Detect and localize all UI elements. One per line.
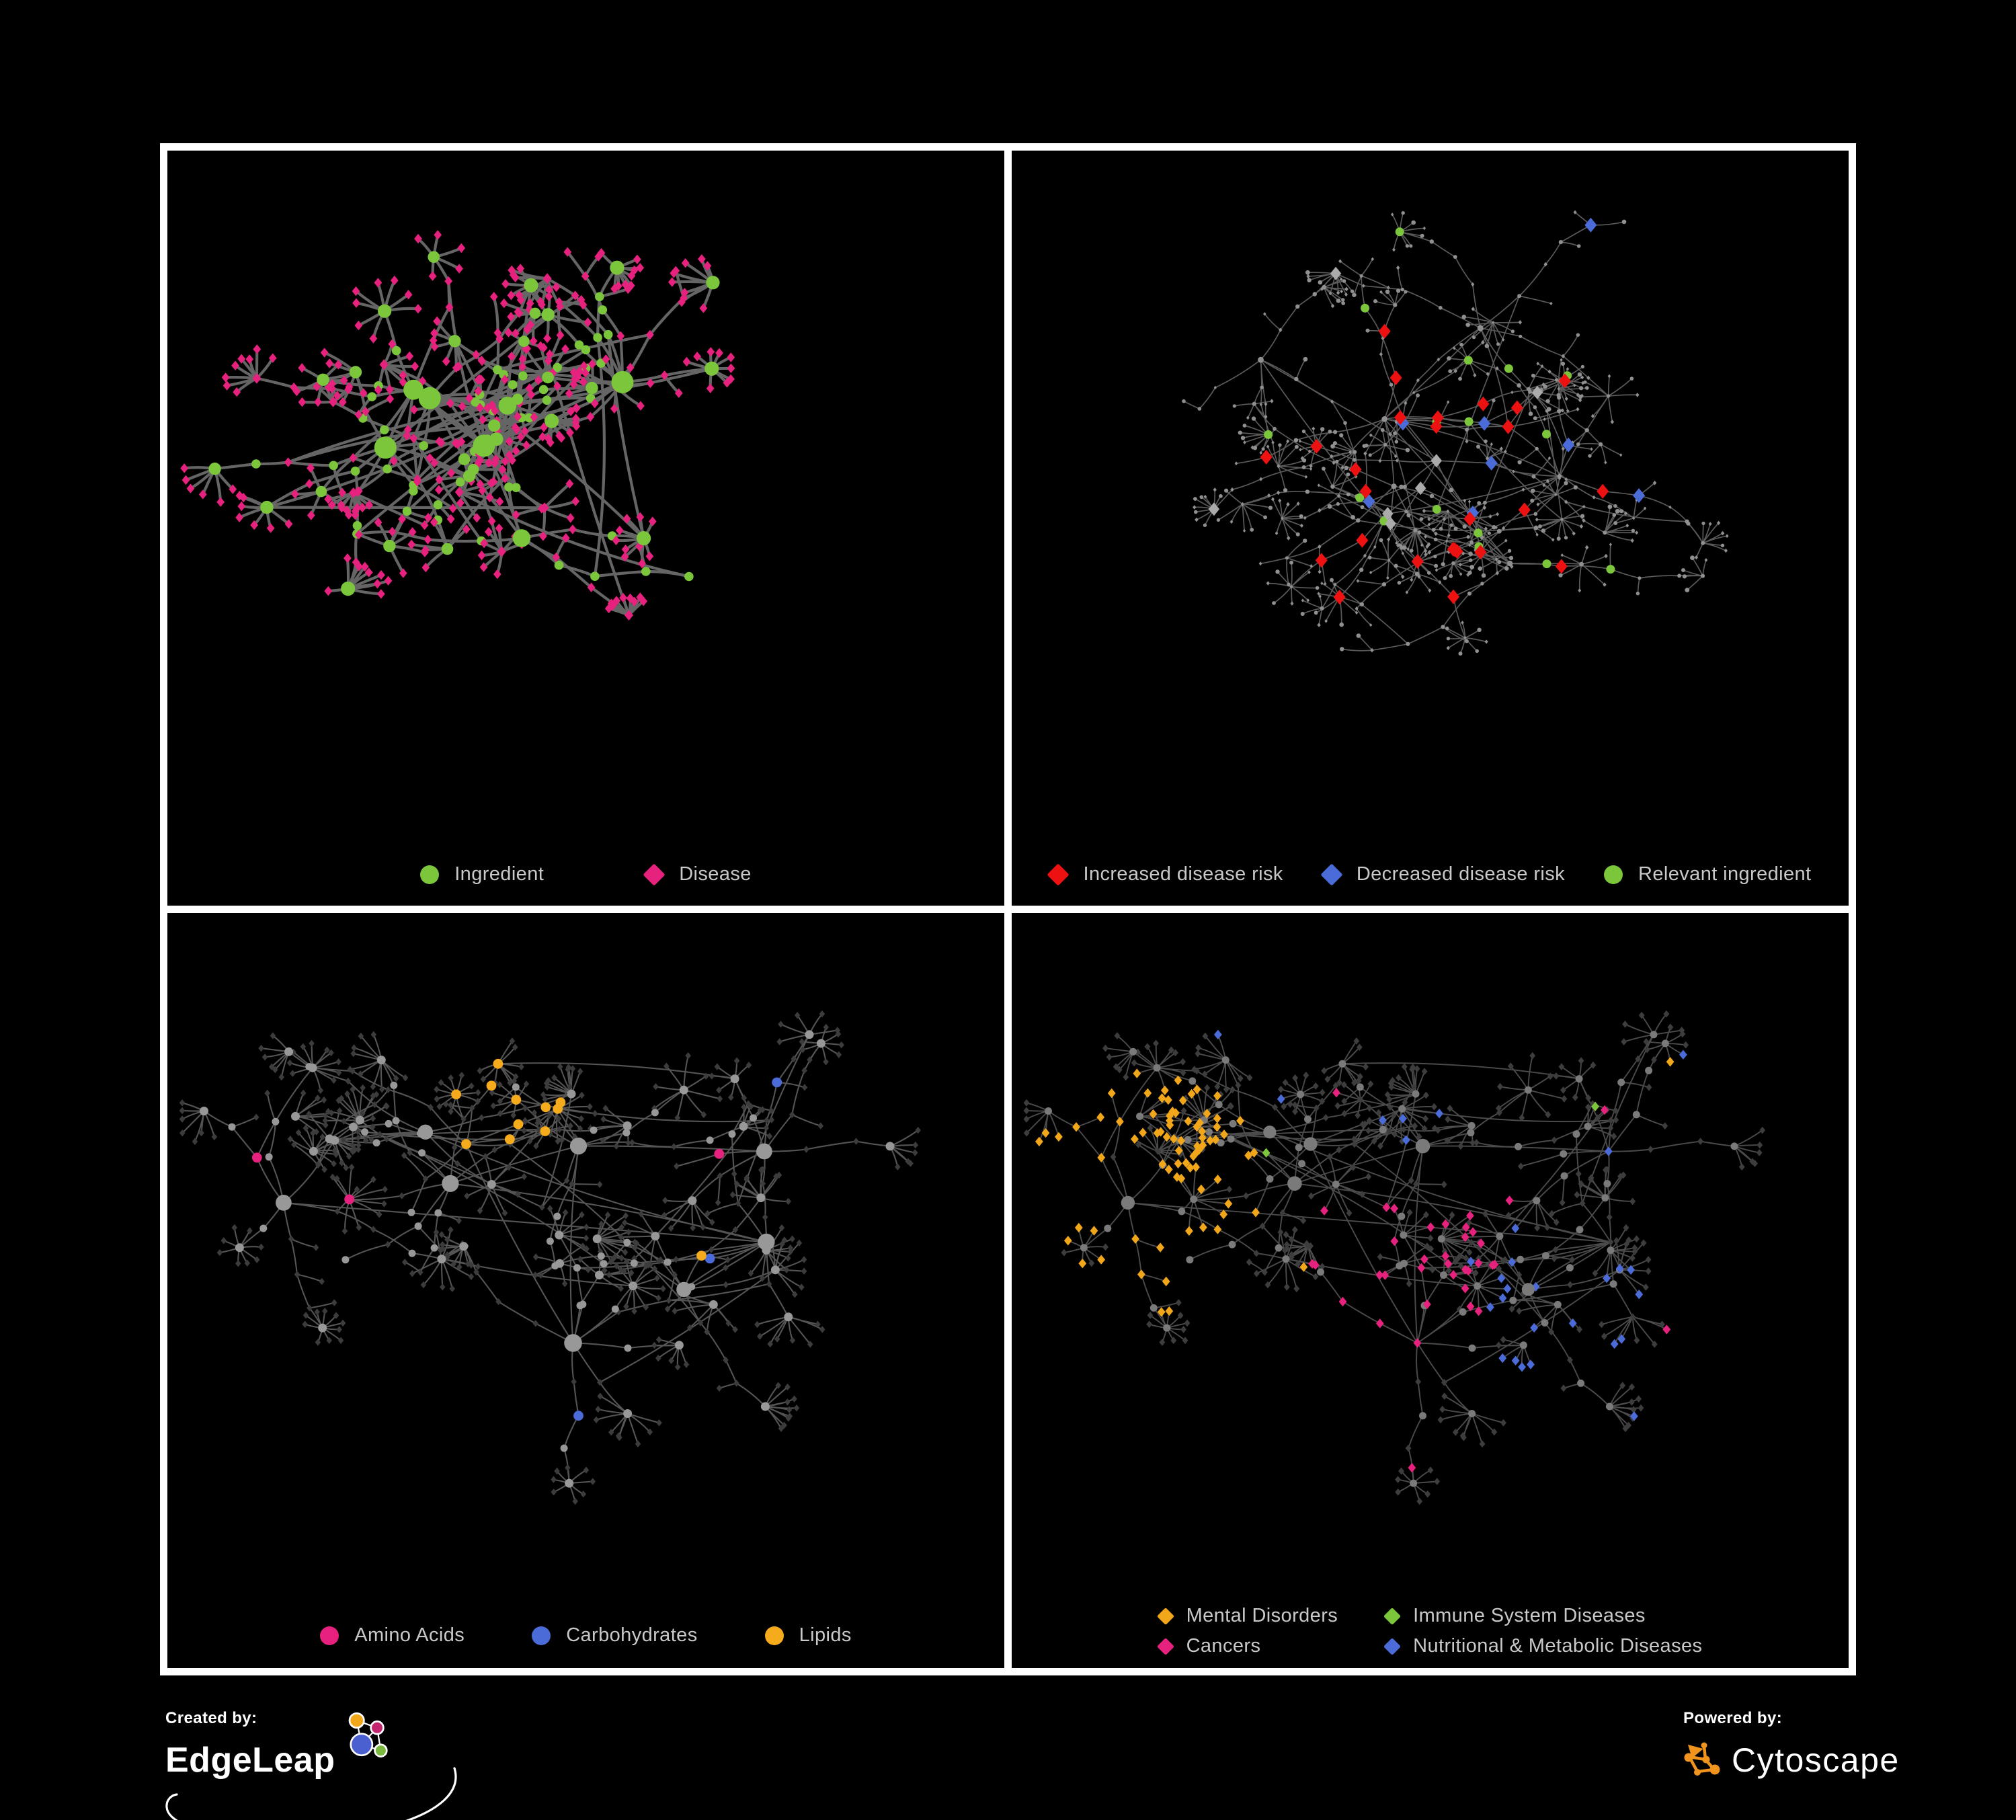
legend-item: Disease <box>643 863 752 886</box>
edges-layer <box>182 1013 919 1502</box>
legend-label: Disease <box>679 863 752 885</box>
edgeleap-node-blue <box>349 1733 373 1757</box>
legend-label: Mental Disorders <box>1186 1605 1338 1626</box>
panel-disease-classes: Mental Disorders Immune System Diseases Ca… <box>1012 913 1849 1668</box>
panel-disease-risk: Increased disease risk Decreased disease … <box>1012 151 1849 906</box>
edgeleap-credit: Created by: EdgeLeap <box>165 1709 501 1820</box>
legend-item: Ingredient <box>420 863 544 885</box>
nutrient-classes-network <box>179 1010 921 1505</box>
powered-by-label: Powered by: <box>1683 1709 1783 1727</box>
legend-item: Cancers <box>1156 1635 1261 1657</box>
edges-layer <box>1026 1013 1763 1502</box>
edgeleap-node-magenta <box>369 1720 385 1735</box>
nodes-layer <box>180 230 735 621</box>
cytoscape-glyph-nodes <box>1684 1742 1720 1776</box>
legend-item: Amino Acids <box>320 1624 465 1647</box>
legend-diamond-icon <box>643 863 666 886</box>
legend-diamond-icon <box>1047 863 1070 886</box>
edgeleap-logo-icon <box>348 1712 388 1757</box>
legend-label: Carbohydrates <box>566 1624 698 1646</box>
legend-label: Immune System Diseases <box>1413 1605 1646 1626</box>
legend-label: Relevant ingredient <box>1638 863 1812 885</box>
legend-circle-icon <box>320 1626 339 1645</box>
ingredient-disease-legend: Ingredient Disease <box>167 863 1004 886</box>
legend-circle-icon <box>764 1626 784 1645</box>
cytoscape-credit: Powered by: Cytosc <box>1683 1709 2016 1820</box>
nutrient-classes-legend: Amino Acids Carbohydrates Lipids <box>167 1624 1004 1647</box>
legend-label: Ingredient <box>454 863 545 885</box>
legend-item: Increased disease risk <box>1047 863 1283 886</box>
legend-label: Amino Acids <box>354 1624 465 1646</box>
created-by-label: Created by: <box>165 1709 257 1727</box>
legend-circle-icon <box>1604 865 1623 884</box>
nodes-layer <box>179 1010 921 1505</box>
legend-diamond-icon <box>1156 1637 1174 1655</box>
disease-risk-network <box>1182 210 1729 656</box>
legend-diamond-icon <box>1383 1607 1402 1625</box>
disease-risk-legend: Increased disease risk Decreased disease … <box>1012 863 1849 886</box>
legend-label: Increased disease risk <box>1083 863 1283 885</box>
legend-item: Nutritional & Metabolic Diseases <box>1383 1635 1703 1657</box>
legend-item: Decreased disease risk <box>1320 863 1566 886</box>
cytoscape-logo-icon <box>1684 1742 1720 1776</box>
panel-ingredient-disease: Ingredient Disease <box>167 151 1004 906</box>
nodes-layer <box>1182 210 1729 656</box>
legend-item: Mental Disorders <box>1156 1605 1338 1627</box>
edgeleap-logo-text: EdgeLeap <box>165 1741 335 1780</box>
edgeleap-node-yellow <box>348 1712 365 1729</box>
disease-classes-legend: Mental Disorders Immune System Diseases Ca… <box>1012 1605 1849 1657</box>
legend-label: Decreased disease risk <box>1356 863 1566 885</box>
legend-diamond-icon <box>1156 1607 1174 1625</box>
legend-item: Carbohydrates <box>532 1624 697 1647</box>
legend-item: Relevant ingredient <box>1604 863 1811 885</box>
panel-nutrient-classes: Amino Acids Carbohydrates Lipids <box>167 913 1004 1668</box>
legend-circle-icon <box>420 865 440 884</box>
legend-circle-icon <box>532 1626 551 1645</box>
legend-label: Cancers <box>1186 1635 1261 1657</box>
legend-item: Lipids <box>764 1624 852 1647</box>
legend-item: Immune System Diseases <box>1383 1605 1646 1627</box>
ingredient-disease-network <box>180 230 735 621</box>
cytoscape-logo-text: Cytoscape <box>1732 1741 1900 1779</box>
disease-classes-network <box>1023 1010 1766 1505</box>
panels-grid: Ingredient Disease Increased disease risk… <box>160 143 1856 1675</box>
legend-diamond-icon <box>1320 863 1343 886</box>
edgeleap-node-green <box>373 1743 388 1757</box>
legend-label: Nutritional & Metabolic Diseases <box>1413 1635 1703 1657</box>
legend-diamond-icon <box>1383 1637 1402 1655</box>
legend-label: Lipids <box>799 1624 852 1646</box>
